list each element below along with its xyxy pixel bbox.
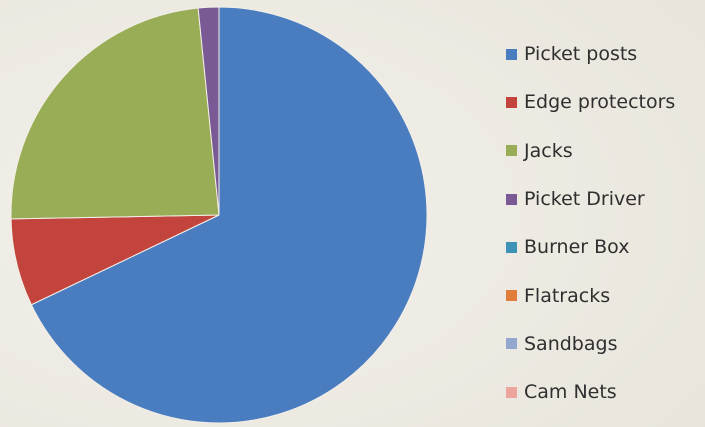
legend-label: Flatracks xyxy=(524,284,611,307)
legend: Picket posts Edge protectors Jacks Picket D… xyxy=(506,30,702,416)
legend-item-flatracks: Flatracks xyxy=(506,271,702,319)
legend-label: Edge protectors xyxy=(524,91,676,114)
legend-swatch-picket-posts xyxy=(506,48,517,60)
legend-swatch-burner-box xyxy=(506,241,517,253)
legend-item-jacks: Jacks xyxy=(506,127,702,175)
legend-swatch-edge-protectors xyxy=(506,96,517,108)
legend-item-edge-protectors: Edge protectors xyxy=(506,78,702,126)
legend-label: Picket Driver xyxy=(524,188,645,211)
legend-swatch-jacks xyxy=(506,145,517,157)
legend-item-picket-driver: Picket Driver xyxy=(506,175,702,223)
legend-label: Burner Box xyxy=(524,236,630,259)
legend-item-picket-posts: Picket posts xyxy=(506,30,702,78)
pie-slice-jacks xyxy=(10,7,220,220)
pie-slices xyxy=(10,6,428,424)
legend-item-sandbags: Sandbags xyxy=(506,320,702,368)
legend-swatch-sandbags xyxy=(506,338,517,350)
legend-item-cam-nets: Cam Nets xyxy=(506,368,702,416)
legend-swatch-picket-driver xyxy=(506,193,517,205)
pie-slice-picket-posts xyxy=(30,6,428,424)
legend-label: Jacks xyxy=(524,139,573,162)
legend-swatch-cam-nets xyxy=(506,386,517,398)
legend-label: Sandbags xyxy=(524,332,618,355)
legend-label: Picket posts xyxy=(524,43,638,66)
legend-item-burner-box: Burner Box xyxy=(506,223,702,271)
legend-swatch-flatracks xyxy=(506,290,517,302)
legend-label: Cam Nets xyxy=(524,381,617,404)
pie-slice-picket-driver xyxy=(197,6,220,216)
